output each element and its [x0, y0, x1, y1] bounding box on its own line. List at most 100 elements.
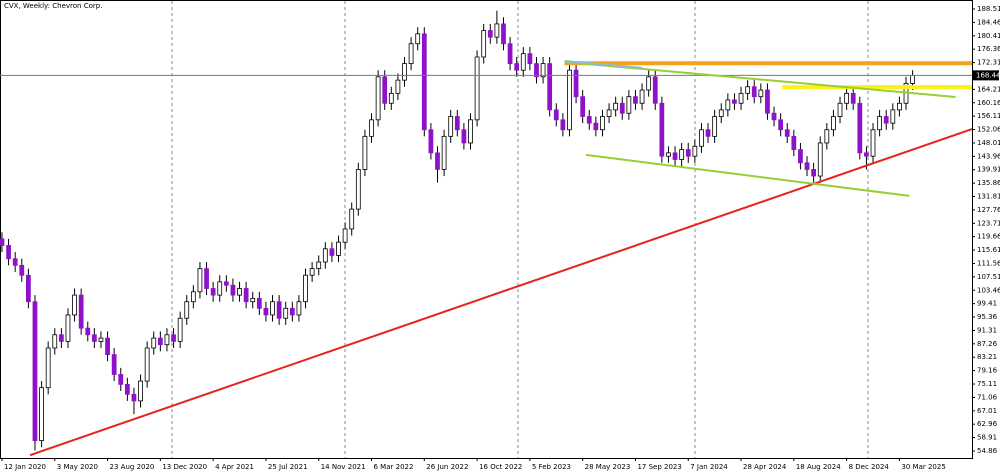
candle-body: [468, 119, 473, 144]
candle-body: [474, 56, 480, 121]
x-tick-label: 12 Jan 2020: [4, 463, 46, 471]
x-tick-label: 18 Aug 2024: [796, 463, 841, 471]
candle-body: [890, 109, 896, 124]
y-tick-label: 111.56: [977, 259, 1000, 267]
candle-body: [461, 129, 467, 144]
y-tick-label: 127.76: [977, 206, 1000, 214]
candle-body: [210, 288, 216, 296]
y-tick-label: 119.66: [977, 233, 1000, 241]
candle-body: [157, 337, 163, 346]
candle-body: [659, 102, 665, 157]
y-tick-label: 131.81: [977, 193, 1000, 201]
candle-body: [501, 23, 506, 45]
candle-body: [666, 152, 671, 157]
last-price-label: 168.44: [976, 71, 1000, 79]
candle-body: [250, 297, 256, 303]
x-tick-label: 5 Feb 2023: [532, 463, 571, 471]
candle-body: [567, 69, 572, 131]
candle-body: [309, 268, 315, 276]
candle-body: [171, 334, 176, 342]
candle-body: [111, 354, 117, 375]
candle-body: [534, 63, 539, 78]
candle-body: [613, 102, 619, 111]
candle-body: [639, 89, 645, 104]
y-tick-label: 176.36: [977, 45, 1000, 53]
candle-body: [230, 284, 236, 296]
candle-body: [362, 135, 368, 170]
candle-body: [732, 99, 737, 104]
x-tick-label: 3 May 2020: [57, 463, 98, 471]
x-tick-label: 4 Apr 2021: [215, 463, 254, 471]
candle-body: [850, 92, 856, 104]
candle-body: [355, 169, 361, 210]
candle-body: [45, 347, 51, 389]
candle-body: [804, 162, 810, 170]
candle-body: [619, 102, 625, 114]
y-tick-label: 107.51: [977, 273, 1000, 281]
candle-body: [553, 109, 559, 121]
candle-body: [32, 301, 38, 442]
candle-body: [593, 122, 599, 131]
candle-body: [408, 43, 414, 64]
candle-body: [910, 74, 915, 84]
candle-body: [270, 301, 275, 316]
candle-body: [329, 248, 335, 256]
y-tick-label: 67.01: [977, 407, 997, 415]
candle-body: [98, 337, 104, 342]
x-tick-label: 6 Mar 2022: [374, 463, 414, 471]
x-tick-label: 30 Mar 2025: [901, 463, 945, 471]
y-tick-label: 152.06: [977, 126, 1000, 134]
candle-body: [428, 129, 434, 154]
candle-body: [91, 334, 97, 342]
x-tick-label: 16 Oct 2022: [479, 463, 522, 471]
candle-body: [771, 112, 777, 121]
y-tick-label: 115.61: [977, 246, 1000, 254]
candle-body: [573, 69, 579, 98]
candle-body: [6, 245, 11, 260]
candle-body: [652, 76, 658, 104]
y-tick-label: 180.41: [977, 32, 1000, 40]
candle-body: [39, 387, 44, 442]
candle-body: [626, 96, 632, 114]
candle-body: [857, 102, 863, 154]
candle-body: [778, 119, 784, 131]
candle-body: [877, 116, 882, 131]
y-tick-label: 99.41: [977, 300, 997, 308]
candle-body: [164, 334, 170, 346]
candle-body: [276, 301, 282, 319]
candle-body: [204, 268, 209, 289]
y-tick-label: 58.91: [977, 434, 997, 442]
candle-body: [382, 76, 388, 104]
y-tick-label: 75.11: [977, 380, 997, 388]
candle-body: [685, 149, 691, 157]
candle-body: [454, 116, 460, 131]
y-tick-label: 54.86: [977, 447, 998, 455]
trendline: [564, 59, 643, 69]
candle-body: [540, 63, 546, 78]
candle-body: [369, 119, 374, 137]
candle-body: [725, 99, 731, 111]
candle-body: [699, 129, 704, 147]
candle-body: [507, 43, 513, 64]
candle-body: [547, 63, 553, 111]
candle-body: [144, 347, 150, 382]
candle-body: [336, 241, 341, 256]
candle-body: [705, 129, 711, 137]
y-tick-label: 139.91: [977, 166, 1000, 174]
y-tick-label: 160.16: [977, 99, 1000, 107]
candle-body: [402, 63, 407, 81]
candle-body: [138, 380, 143, 402]
candle-body: [237, 288, 242, 296]
candle-body: [758, 89, 764, 98]
plot-frame: [0, 0, 973, 459]
x-tick-label: 28 Apr 2024: [743, 463, 787, 471]
x-tick-label: 13 Dec 2020: [162, 463, 207, 471]
candle-body: [124, 383, 130, 395]
y-tick-label: 156.11: [977, 112, 1000, 120]
candle-body: [190, 291, 196, 303]
candle-body: [105, 337, 110, 356]
y-tick-label: 95.36: [977, 313, 998, 321]
candle-body: [824, 129, 830, 144]
candle-body: [580, 96, 586, 117]
